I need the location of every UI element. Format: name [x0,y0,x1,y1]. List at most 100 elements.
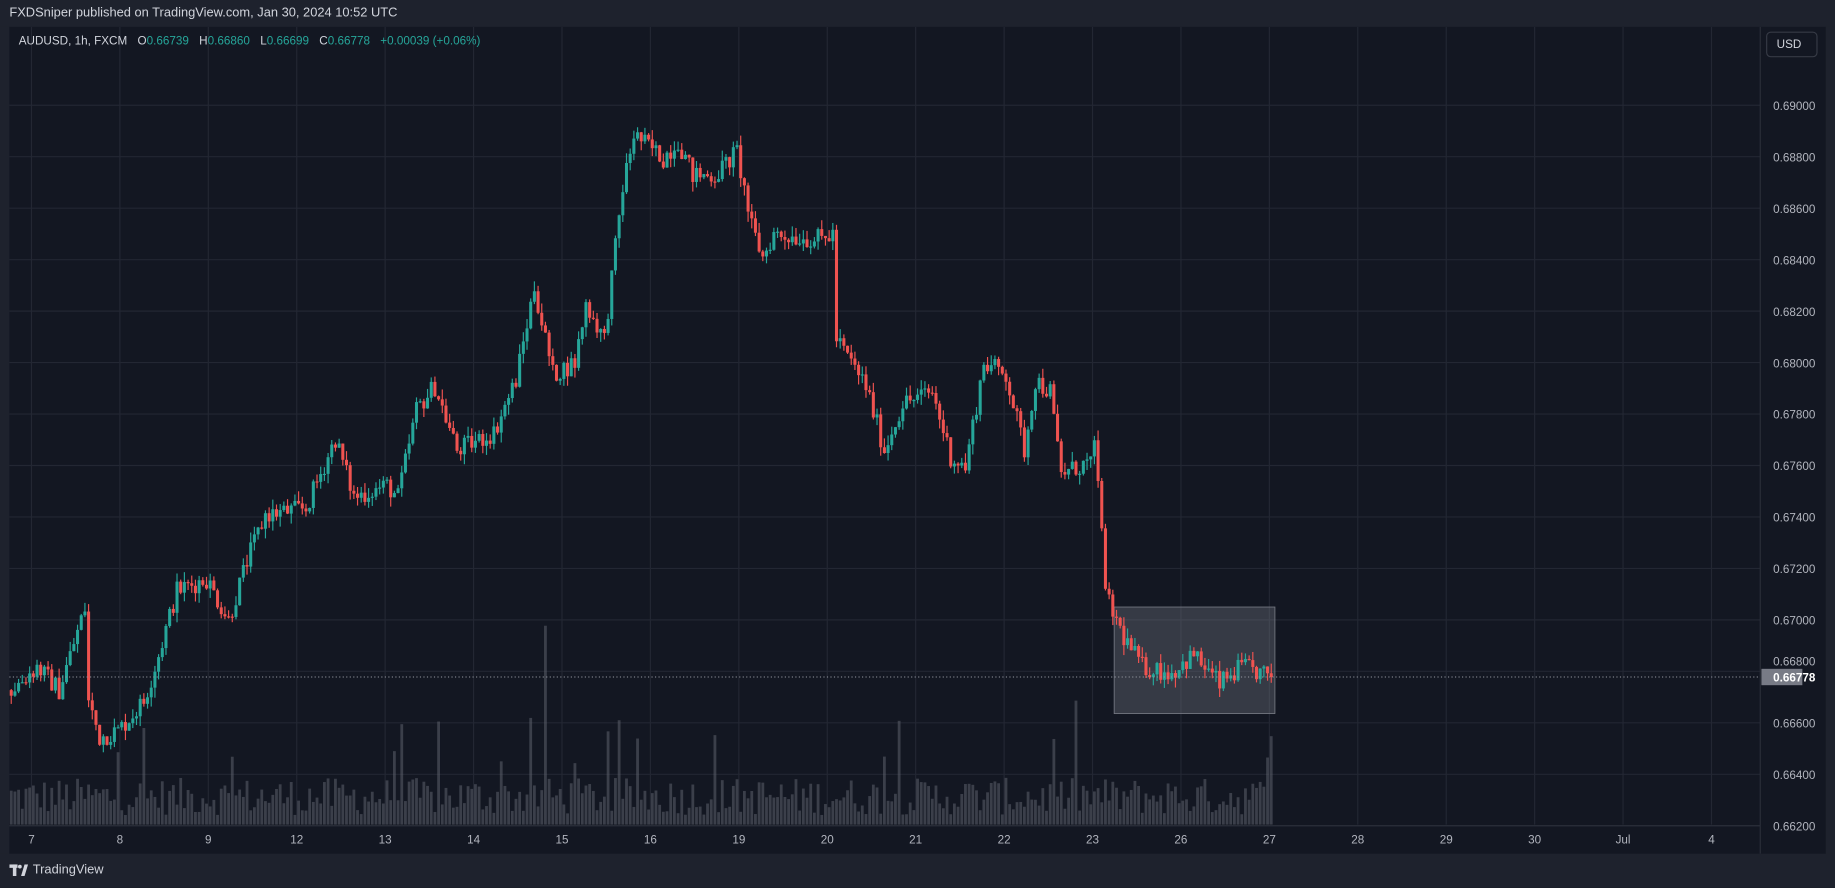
volume-bar [894,793,897,825]
volume-bar [606,731,610,825]
candle-down [706,174,710,177]
candle-up [860,374,864,376]
volume-bar [720,780,724,825]
x-tick-label: 19 [732,833,745,846]
candle-up [809,246,813,248]
volume-bar [112,799,116,825]
candle-up [319,474,323,482]
candle-down [1144,657,1148,676]
candle-down [1122,625,1126,646]
candle-up [492,426,496,444]
candle-up [1037,377,1041,390]
volume-bar [555,795,558,825]
volume-bar [1166,783,1170,825]
candle-down [1269,673,1273,678]
candle-down [105,736,109,745]
symbol-label[interactable]: AUDUSD, 1h, FXCM [18,35,128,48]
volume-bar [695,807,698,825]
y-tick-label: 0.68800 [1773,151,1816,164]
volume-bar [665,811,669,825]
candle-up [322,473,326,476]
volume-bar [474,784,477,825]
candle-down [1118,617,1122,626]
volume-bar [890,801,894,825]
candle-down [1159,663,1163,680]
volume-bar [72,801,76,825]
candle-down [945,433,949,438]
volume-bar [871,784,875,825]
volume-bar [120,810,124,825]
volume-bar [757,782,761,825]
volume-bar [835,799,838,825]
candle-up [967,444,971,471]
low-value: L0.66699 [260,35,309,48]
volume-bar [455,806,459,825]
volume-bar [525,794,529,825]
candle-up [374,488,378,497]
candle-up [61,682,65,700]
x-tick-label: 21 [909,833,922,846]
candle-up [1089,456,1093,460]
candle-down [227,616,231,618]
last-price-label-bg [1761,668,1803,686]
candle-down [94,710,98,725]
candle-down [422,401,426,409]
candle-down [930,392,934,394]
currency-button[interactable]: USD [1766,31,1818,58]
candle-up [249,542,253,567]
volume-bar [897,720,901,825]
chart-pane[interactable] [9,26,1826,854]
candle-up [503,404,507,417]
candle-up [1151,674,1155,678]
volume-bar [750,790,754,825]
volume-bar [1030,799,1034,825]
candle-up [1078,473,1082,475]
candle-up [816,229,820,242]
volume-bar [90,795,94,825]
volume-bar [510,810,514,825]
candle-down [39,664,43,676]
volume-bar [1244,788,1247,825]
volume-bar [234,795,238,825]
change-value: +0.00039 (+0.06%) [380,35,481,48]
volume-bar [496,791,499,825]
volume-bar [809,783,813,825]
candle-down [1100,480,1104,529]
candle-down [595,318,599,333]
candle-up [606,318,610,333]
volume-bar [794,779,798,825]
volume-bar [536,806,540,825]
candle-down [750,211,754,219]
candle-down [448,422,452,428]
volume-bar [153,796,157,825]
candle-down [1210,668,1214,673]
volume-bar [42,782,46,825]
candle-up [1026,429,1030,458]
volume-bar [1085,790,1089,825]
candle-up [168,608,172,626]
volume-bar [639,799,643,825]
volume-bar [643,790,647,825]
price-chart[interactable]: 0.69000 0.68800 0.68600 0.68400 0.68200 0.680… [0,0,1835,854]
candle-up [426,397,430,409]
volume-bar [190,793,194,825]
candle-down [245,565,249,567]
volume-bar [98,793,102,825]
candle-down [849,352,853,359]
volume-bar [739,811,743,825]
volume-bar [532,785,536,825]
volume-bar [956,806,960,825]
volume-bar [1225,804,1229,825]
volume-bar [124,815,127,825]
volume-bar [392,751,396,825]
volume-bar [632,806,636,825]
candle-up [208,580,212,589]
low-number: 0.66699 [266,35,309,48]
tradingview-logo[interactable]: TradingView [9,863,104,877]
volume-bar [205,803,208,825]
volume-bar [326,778,330,825]
volume-bar [201,798,205,825]
candle-up [256,527,260,535]
volume-bar [967,783,971,825]
candle-down [871,392,875,418]
